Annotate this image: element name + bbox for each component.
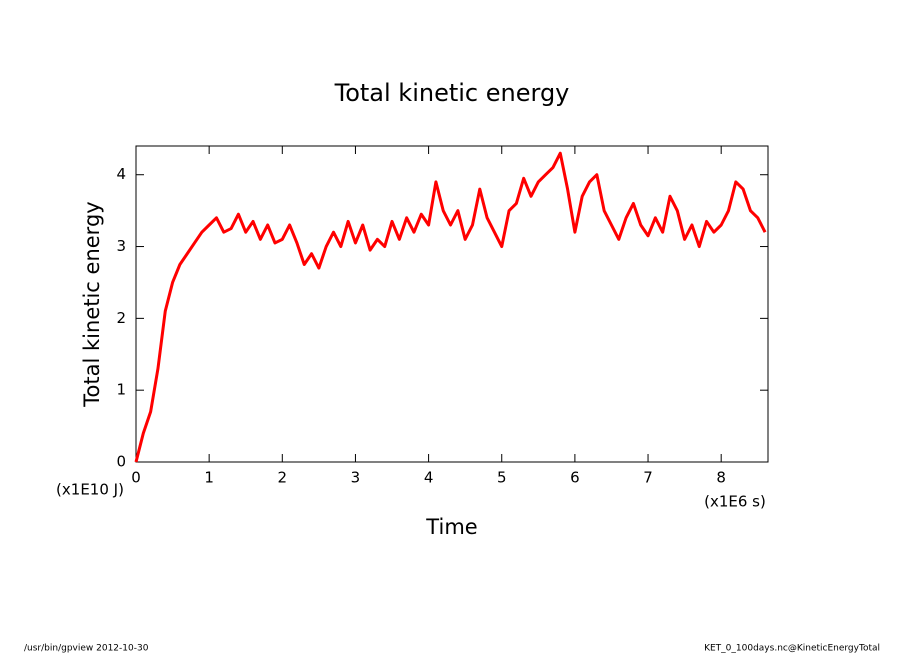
y-tick-label: 4: [116, 165, 126, 183]
footer-right: KET_0_100days.nc@KineticEnergyTotal: [704, 644, 880, 654]
y-tick-label: 2: [116, 309, 126, 327]
x-tick-label: 6: [570, 469, 580, 487]
data-line: [134, 151, 767, 463]
x-unit: (x1E6 s): [704, 493, 766, 511]
y-tick-label: 3: [116, 237, 126, 255]
x-tick-label: 0: [131, 469, 141, 487]
x-tick-label: 4: [424, 469, 434, 487]
y-tick-label: 0: [116, 453, 126, 471]
y-tick-label: 1: [116, 381, 126, 399]
x-tick-label: 5: [497, 469, 507, 487]
y-unit: (x1E10 J): [56, 481, 124, 499]
chart-title: Total kinetic energy: [334, 79, 570, 107]
x-tick-label: 1: [204, 469, 214, 487]
x-axis-label: Time: [425, 515, 477, 539]
x-tick-label: 7: [643, 469, 653, 487]
x-tick-label: 3: [351, 469, 361, 487]
x-tick-label: 2: [278, 469, 288, 487]
plot-frame: [135, 145, 769, 463]
x-tick-label: 8: [716, 469, 726, 487]
footer-left: /usr/bin/gpview 2012-10-30: [24, 644, 149, 654]
y-axis-label: Total kinetic energy: [80, 201, 104, 407]
